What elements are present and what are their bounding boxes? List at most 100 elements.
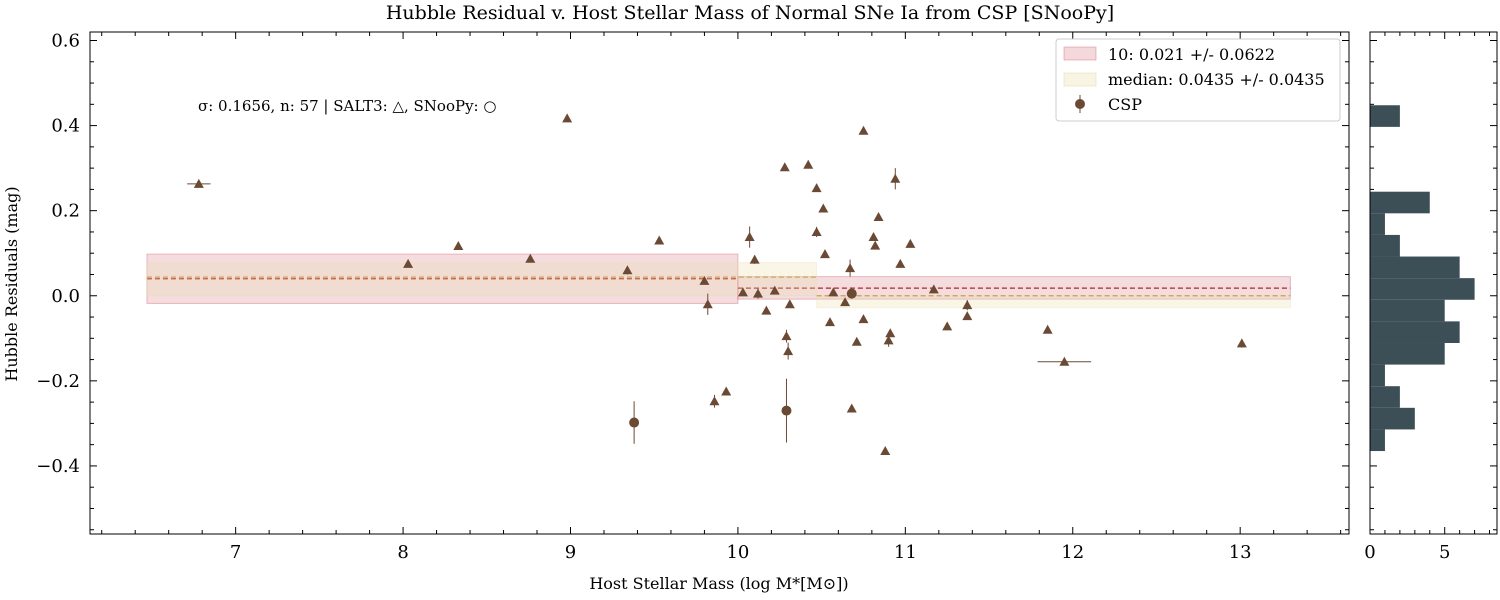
histogram-bars [1370, 105, 1475, 452]
data-point-salt3 [562, 113, 573, 123]
data-point-salt3 [1236, 338, 1247, 348]
data-point-salt3 [873, 212, 884, 222]
y-tick-label: 0.0 [51, 286, 80, 307]
x-axis-label: Host Stellar Mass (log M*[M⊙]) [589, 574, 848, 593]
histogram-bar [1370, 429, 1385, 452]
main-plot: 7 8 9 10 11 12 13 0.6 0.4 0.2 0.0 −0.2 −0.4 [36, 31, 1497, 563]
data-point-salt3 [828, 287, 839, 297]
data-point-salt3 [942, 321, 953, 331]
data-point-salt3 [851, 336, 862, 346]
histogram-bar [1370, 256, 1460, 279]
data-point-salt3 [868, 232, 879, 242]
histogram-bar [1370, 364, 1385, 387]
data-point-salt3 [753, 288, 764, 298]
histogram-bar [1370, 342, 1445, 365]
legend-frame [1055, 38, 1341, 122]
data-point-salt3 [784, 299, 795, 309]
histogram-bar [1370, 191, 1430, 214]
data-point-salt3 [845, 263, 856, 273]
data-point-salt3 [962, 311, 973, 321]
x-tick-label: 10 [726, 542, 749, 563]
data-point-salt3 [403, 258, 414, 268]
histogram-bar [1370, 321, 1460, 343]
data-point-salt3 [1059, 356, 1070, 366]
data-point-salt3 [702, 299, 713, 309]
data-point-salt3 [962, 300, 973, 310]
data-point-salt3 [193, 178, 204, 188]
data-point-salt3 [654, 235, 665, 245]
legend: 10: 0.021 +/- 0.0622 median: 0.0435 +/- … [1055, 38, 1341, 122]
data-point-salt3 [453, 240, 464, 250]
chart-title: Hubble Residual v. Host Stellar Mass of … [386, 2, 1114, 24]
data-point-salt3 [870, 240, 881, 250]
data-point-salt3 [761, 305, 772, 315]
legend-swatch-band-median [1063, 72, 1097, 87]
hist-x-tick-label: 0 [1364, 542, 1375, 563]
data-point-salt3 [769, 285, 780, 295]
y-tick-label: −0.4 [36, 456, 80, 477]
data-point-salt3 [883, 335, 894, 345]
y-axis-label: Hubble Residuals (mag) [2, 186, 21, 381]
histogram-bar [1370, 105, 1400, 127]
x-tick-label: 9 [565, 542, 576, 563]
hist-x-tick-label: 5 [1439, 542, 1450, 563]
data-point-salt3 [880, 446, 891, 456]
data-point-salt3 [840, 297, 851, 307]
data-point-salt3 [1042, 324, 1053, 334]
x-tick-label: 11 [894, 542, 917, 563]
band-median-0 [146, 262, 818, 297]
legend-label-band-10: 10: 0.021 +/- 0.0622 [1108, 45, 1275, 64]
legend-label-band-median: median: 0.0435 +/- 0.0435 [1108, 70, 1325, 89]
band-median-1 [816, 295, 1291, 309]
data-point-salt3 [803, 159, 814, 169]
data-point-salt3 [928, 284, 939, 294]
data-point-salt3 [699, 275, 710, 285]
histogram-bar [1370, 407, 1415, 430]
data-point-salt3 [779, 162, 790, 172]
data-point-salt3 [811, 226, 822, 236]
data-point-salt3 [622, 265, 633, 275]
main-tick-labels: 7 8 9 10 11 12 13 0.6 0.4 0.2 0.0 −0.2 −0.4 [36, 31, 1251, 563]
data-point-salt3 [895, 258, 906, 268]
data-point-salt3 [846, 403, 857, 413]
data-point-snoopy [629, 417, 640, 428]
x-tick-label: 7 [230, 542, 241, 563]
y-tick-label: −0.2 [36, 371, 80, 392]
y-tick-label: 0.6 [51, 31, 80, 52]
histogram-frame [1369, 31, 1498, 535]
data-point-salt3 [709, 396, 720, 406]
data-point-salt3 [525, 253, 536, 263]
x-tick-label: 13 [1229, 542, 1252, 563]
data-point-salt3 [858, 125, 869, 135]
x-tick-label: 12 [1061, 542, 1084, 563]
histogram-bar [1370, 299, 1445, 322]
histogram-bar [1370, 278, 1475, 300]
data-point-salt3 [783, 346, 794, 356]
data-point-salt3 [885, 328, 896, 338]
stats-annotation: σ: 0.1656, n: 57 | SALT3: △, SNooPy: ○ [198, 97, 496, 115]
residual-bands [146, 253, 1291, 309]
data-point-salt3 [744, 232, 755, 242]
data-point-salt3 [824, 317, 835, 327]
main-ticks [90, 32, 1497, 534]
data-point-snoopy [846, 288, 857, 299]
data-point-salt3 [818, 203, 829, 213]
data-point-salt3 [819, 249, 830, 259]
data-point-salt3 [749, 254, 760, 264]
histogram-bar [1370, 234, 1400, 257]
legend-label-csp: CSP [1108, 95, 1142, 114]
data-point-salt3 [737, 287, 748, 297]
main-plot-frame [89, 31, 1350, 535]
histogram-bar [1370, 213, 1385, 235]
data-point-salt3 [858, 314, 869, 324]
x-tick-label: 8 [397, 542, 408, 563]
data-point-salt3 [781, 331, 792, 341]
data-point-snoopy [781, 405, 792, 416]
y-tick-label: 0.4 [51, 116, 80, 137]
data-point-salt3 [811, 183, 822, 193]
legend-marker-csp [1075, 99, 1085, 109]
data-point-salt3 [905, 238, 916, 248]
